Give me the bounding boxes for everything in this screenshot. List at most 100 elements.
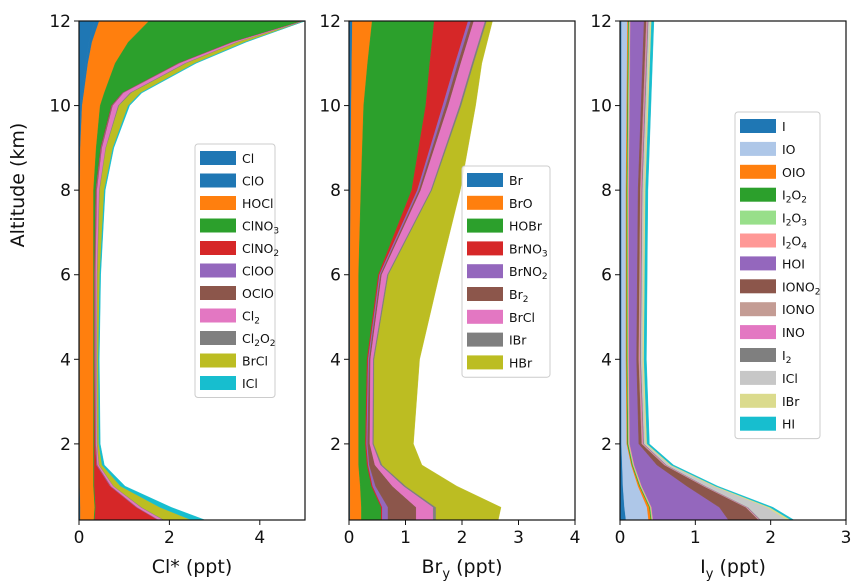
legend-swatch (740, 393, 776, 408)
legend-swatch (200, 286, 236, 300)
legend-label: BrNO3 (509, 241, 548, 259)
x-tick-label: 1 (690, 528, 701, 548)
y-tick-label: 6 (60, 266, 71, 286)
legend-swatch (740, 279, 776, 294)
legend-label: I (782, 119, 786, 134)
legend-label: IONO (782, 302, 815, 317)
legend-label: ClNO3 (242, 219, 279, 237)
y-tick-label: 10 (590, 97, 612, 117)
x-tick-label: 0 (344, 528, 355, 548)
x-tick-label: 4 (254, 528, 265, 548)
legend-swatch (467, 173, 503, 187)
x-tick-label: 2 (457, 528, 468, 548)
legend-swatch (467, 264, 503, 279)
legend-label: INO (782, 325, 805, 340)
legend-label: ClO (242, 174, 264, 189)
legend-swatch (467, 218, 503, 233)
legend-swatch (740, 256, 776, 271)
x-tick-label: 3 (513, 528, 524, 548)
legend-label: Br (509, 173, 524, 188)
legend-swatch (740, 187, 776, 202)
legend-label: BrO (509, 196, 533, 211)
legend-swatch (740, 210, 776, 225)
legend-label: Cl2 (242, 309, 260, 327)
y-tick-label: 2 (601, 435, 612, 455)
legend-label: HBr (509, 355, 533, 370)
y-tick-label: 6 (330, 266, 341, 286)
legend-swatch (200, 353, 236, 368)
legend-swatch (740, 233, 776, 248)
legend-swatch (467, 355, 503, 370)
y-tick-label: 8 (60, 181, 71, 201)
legend: Cl ClO HOCl ClNO3 ClNO2 ClOO OClO Cl2 Cl2O2 BrCl I… (194, 143, 279, 398)
x-tick-label: 0 (615, 528, 626, 548)
y-tick-label: 8 (601, 181, 612, 201)
y-tick-label: 12 (590, 12, 612, 32)
legend-swatch (467, 241, 503, 256)
legend-label: IONO2 (782, 279, 820, 297)
legend-label: IBr (782, 394, 800, 409)
legend-label: IBr (509, 333, 527, 348)
stacked-areas (620, 21, 795, 520)
legend-label: HI (782, 417, 795, 432)
legend-box (734, 111, 821, 440)
legend-label: HOCl (242, 196, 273, 211)
x-tick-label: 4 (570, 528, 581, 548)
legend-swatch (467, 309, 503, 324)
legend-swatch (200, 308, 236, 323)
y-tick-label: 8 (330, 181, 341, 201)
legend-swatch (200, 196, 236, 210)
legend-swatch (740, 325, 776, 340)
y-tick-label: 2 (330, 435, 341, 455)
plot-frame (78, 20, 306, 521)
legend-swatch (467, 287, 503, 301)
y-tick-label: 10 (49, 97, 71, 117)
legend-label: Cl (242, 151, 254, 166)
legend: Br BrO HOBr BrNO3 BrNO2 Br2 BrCl IBr HBr (461, 165, 551, 378)
legend-swatch (740, 370, 776, 385)
legend-swatch (200, 218, 236, 233)
legend-swatch (740, 141, 776, 156)
legend: I IO OIO I2O2 I2O3 I2O4 HOI IONO2 IONO INO I2 ICl IB… (734, 111, 821, 440)
y-axis-title: Altitude (km) (7, 123, 29, 248)
legend-swatch (200, 151, 236, 165)
legend-swatch (467, 332, 503, 347)
legend-label: BrNO2 (509, 264, 548, 282)
legend-label: BrCl (509, 310, 535, 325)
area-HI (643, 21, 795, 520)
legend-label: HOI (782, 256, 805, 271)
legend-label: I2O4 (782, 234, 807, 252)
x-tick-label: 0 (74, 528, 85, 548)
legend-label: OIO (782, 165, 806, 180)
legend-swatch (740, 164, 776, 179)
legend-label: I2 (782, 348, 791, 366)
y-tick-label: 4 (601, 350, 612, 370)
x-tick-label: 1 (400, 528, 411, 548)
y-tick-label: 4 (60, 350, 71, 370)
y-tick-label: 10 (319, 97, 341, 117)
legend-label: ICl (242, 376, 258, 391)
x-tick-label: 3 (841, 528, 851, 548)
legend-label: I2O2 (782, 188, 807, 206)
y-tick-label: 2 (60, 435, 71, 455)
y-tick-label: 6 (601, 266, 612, 286)
legend-swatch (200, 263, 236, 278)
legend-swatch (740, 416, 776, 431)
x-axis-title: Iy (ppt) (700, 556, 766, 581)
legend-label: ICl (782, 371, 798, 386)
legend-swatch (200, 331, 236, 345)
y-tick-label: 12 (49, 12, 71, 32)
legend-label: Br2 (509, 287, 528, 305)
x-tick-label: 2 (765, 528, 776, 548)
legend-swatch (740, 119, 776, 133)
legend-label: HOBr (509, 219, 543, 234)
legend-label: ClOO (242, 264, 274, 279)
area-ICl (98, 21, 305, 520)
legend-swatch (740, 348, 776, 362)
y-tick-label: 12 (319, 12, 341, 32)
legend-label: Cl2O2 (242, 331, 276, 349)
